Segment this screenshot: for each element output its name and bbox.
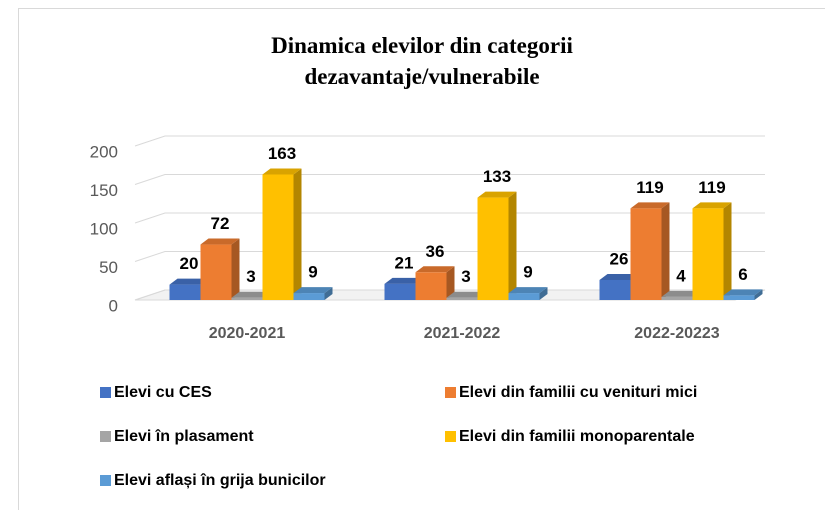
bar-side	[508, 191, 517, 300]
bar-top	[630, 202, 670, 209]
legend-label: Elevi din familii cu venituri mici	[459, 384, 697, 401]
grid-line	[134, 212, 765, 224]
grid-line	[134, 251, 765, 262]
bar	[723, 295, 755, 300]
bar-top	[169, 278, 209, 285]
data-label: 119	[698, 178, 725, 197]
grid-line	[134, 174, 765, 185]
data-label: 6	[738, 265, 747, 284]
data-label: 3	[461, 267, 470, 286]
data-label: 3	[246, 267, 255, 286]
bar-top	[262, 168, 302, 175]
bar	[293, 293, 325, 300]
legend-swatch	[100, 387, 111, 398]
bar-side	[661, 202, 670, 300]
y-tick-label: 200	[90, 142, 118, 161]
bar	[508, 293, 540, 300]
grid-line	[134, 289, 765, 301]
x-tick-label: 2021-2022	[424, 325, 501, 342]
y-tick-label: 150	[90, 181, 118, 200]
legend-swatch	[445, 387, 456, 398]
bar	[231, 297, 263, 300]
bar-side	[446, 266, 455, 300]
bar	[415, 272, 447, 300]
bar	[169, 284, 201, 300]
data-label: 26	[610, 249, 629, 268]
bar	[630, 208, 662, 300]
x-tick-label: 2020-2021	[209, 325, 286, 342]
chart-title: Dinamica elevilor din categorii dezavant…	[271, 33, 573, 89]
chart-border	[18, 8, 825, 510]
bar-side	[723, 202, 732, 300]
bar-side	[231, 238, 240, 300]
bar-side	[539, 287, 548, 300]
bar-top	[692, 202, 732, 209]
legend-label: Elevi cu CES	[114, 384, 212, 401]
bar-top	[231, 291, 271, 298]
bar-top	[200, 238, 240, 245]
legend-label: Elevi aflași în grija bunicilor	[114, 472, 326, 489]
bar	[200, 244, 232, 300]
y-tick-label: 0	[109, 296, 118, 315]
data-label: 119	[636, 178, 663, 197]
bar	[446, 297, 478, 300]
data-label: 72	[211, 214, 230, 233]
legend-label: Elevi în plasament	[114, 428, 254, 445]
data-label: 36	[426, 242, 445, 261]
bar-top	[446, 291, 486, 298]
bar-side	[324, 287, 333, 300]
bar	[599, 279, 631, 300]
grid-line	[134, 135, 765, 147]
bar-top	[661, 290, 701, 297]
bar	[661, 296, 693, 300]
y-tick-label: 50	[99, 258, 118, 277]
bar	[692, 208, 724, 300]
data-label: 21	[395, 253, 414, 272]
bar-top	[599, 273, 639, 280]
data-label: 163	[268, 144, 296, 163]
legend-label: Elevi din familii monoparentale	[459, 428, 695, 445]
bar	[384, 283, 416, 300]
legend-swatch	[100, 431, 111, 442]
data-label: 133	[483, 167, 511, 186]
bar-side	[754, 289, 763, 300]
bar	[262, 174, 294, 300]
legend-swatch	[445, 431, 456, 442]
data-label: 4	[676, 266, 686, 285]
bar-side	[293, 168, 302, 300]
data-label: 9	[308, 263, 317, 282]
bar-top	[293, 287, 333, 294]
x-tick-label: 2022-20223	[634, 325, 720, 342]
data-label: 9	[523, 263, 532, 282]
bar	[477, 197, 509, 300]
legend-swatch	[100, 475, 111, 486]
bar-top	[477, 191, 517, 198]
bar-top	[723, 289, 763, 296]
data-label: 20	[180, 254, 199, 273]
y-tick-label: 100	[90, 219, 118, 238]
bar-top	[415, 266, 455, 273]
bar-top	[508, 287, 548, 294]
bar-top	[384, 277, 424, 284]
